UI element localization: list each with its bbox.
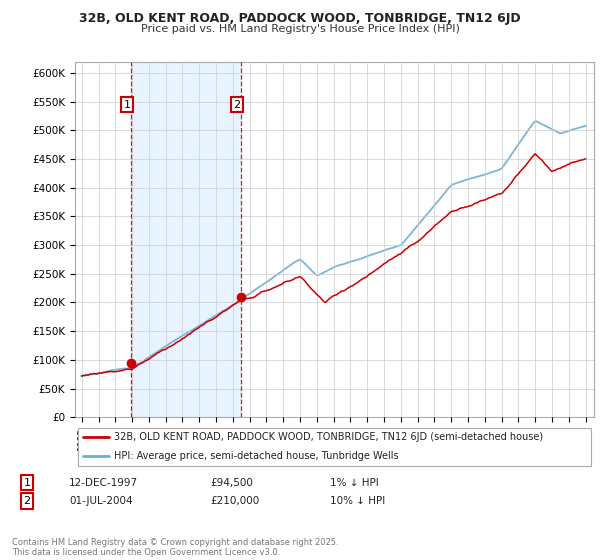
Text: Contains HM Land Registry data © Crown copyright and database right 2025.
This d: Contains HM Land Registry data © Crown c… [12,538,338,557]
Text: £94,500: £94,500 [210,478,253,488]
Text: 32B, OLD KENT ROAD, PADDOCK WOOD, TONBRIDGE, TN12 6JD: 32B, OLD KENT ROAD, PADDOCK WOOD, TONBRI… [79,12,521,25]
Text: HPI: Average price, semi-detached house, Tunbridge Wells: HPI: Average price, semi-detached house,… [114,451,398,461]
Text: 01-JUL-2004: 01-JUL-2004 [69,496,133,506]
Text: 10% ↓ HPI: 10% ↓ HPI [330,496,385,506]
Text: £210,000: £210,000 [210,496,259,506]
FancyBboxPatch shape [77,428,591,465]
Text: 1% ↓ HPI: 1% ↓ HPI [330,478,379,488]
Text: 2: 2 [233,100,241,110]
Text: 1: 1 [23,478,31,488]
Text: 32B, OLD KENT ROAD, PADDOCK WOOD, TONBRIDGE, TN12 6JD (semi-detached house): 32B, OLD KENT ROAD, PADDOCK WOOD, TONBRI… [114,432,543,442]
Text: 1: 1 [124,100,131,110]
Text: 12-DEC-1997: 12-DEC-1997 [69,478,138,488]
Text: Price paid vs. HM Land Registry's House Price Index (HPI): Price paid vs. HM Land Registry's House … [140,24,460,34]
Text: 2: 2 [23,496,31,506]
Bar [131,62,241,417]
